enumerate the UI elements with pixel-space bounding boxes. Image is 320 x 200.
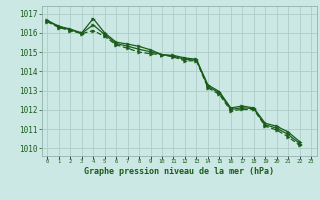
X-axis label: Graphe pression niveau de la mer (hPa): Graphe pression niveau de la mer (hPa) <box>84 167 274 176</box>
